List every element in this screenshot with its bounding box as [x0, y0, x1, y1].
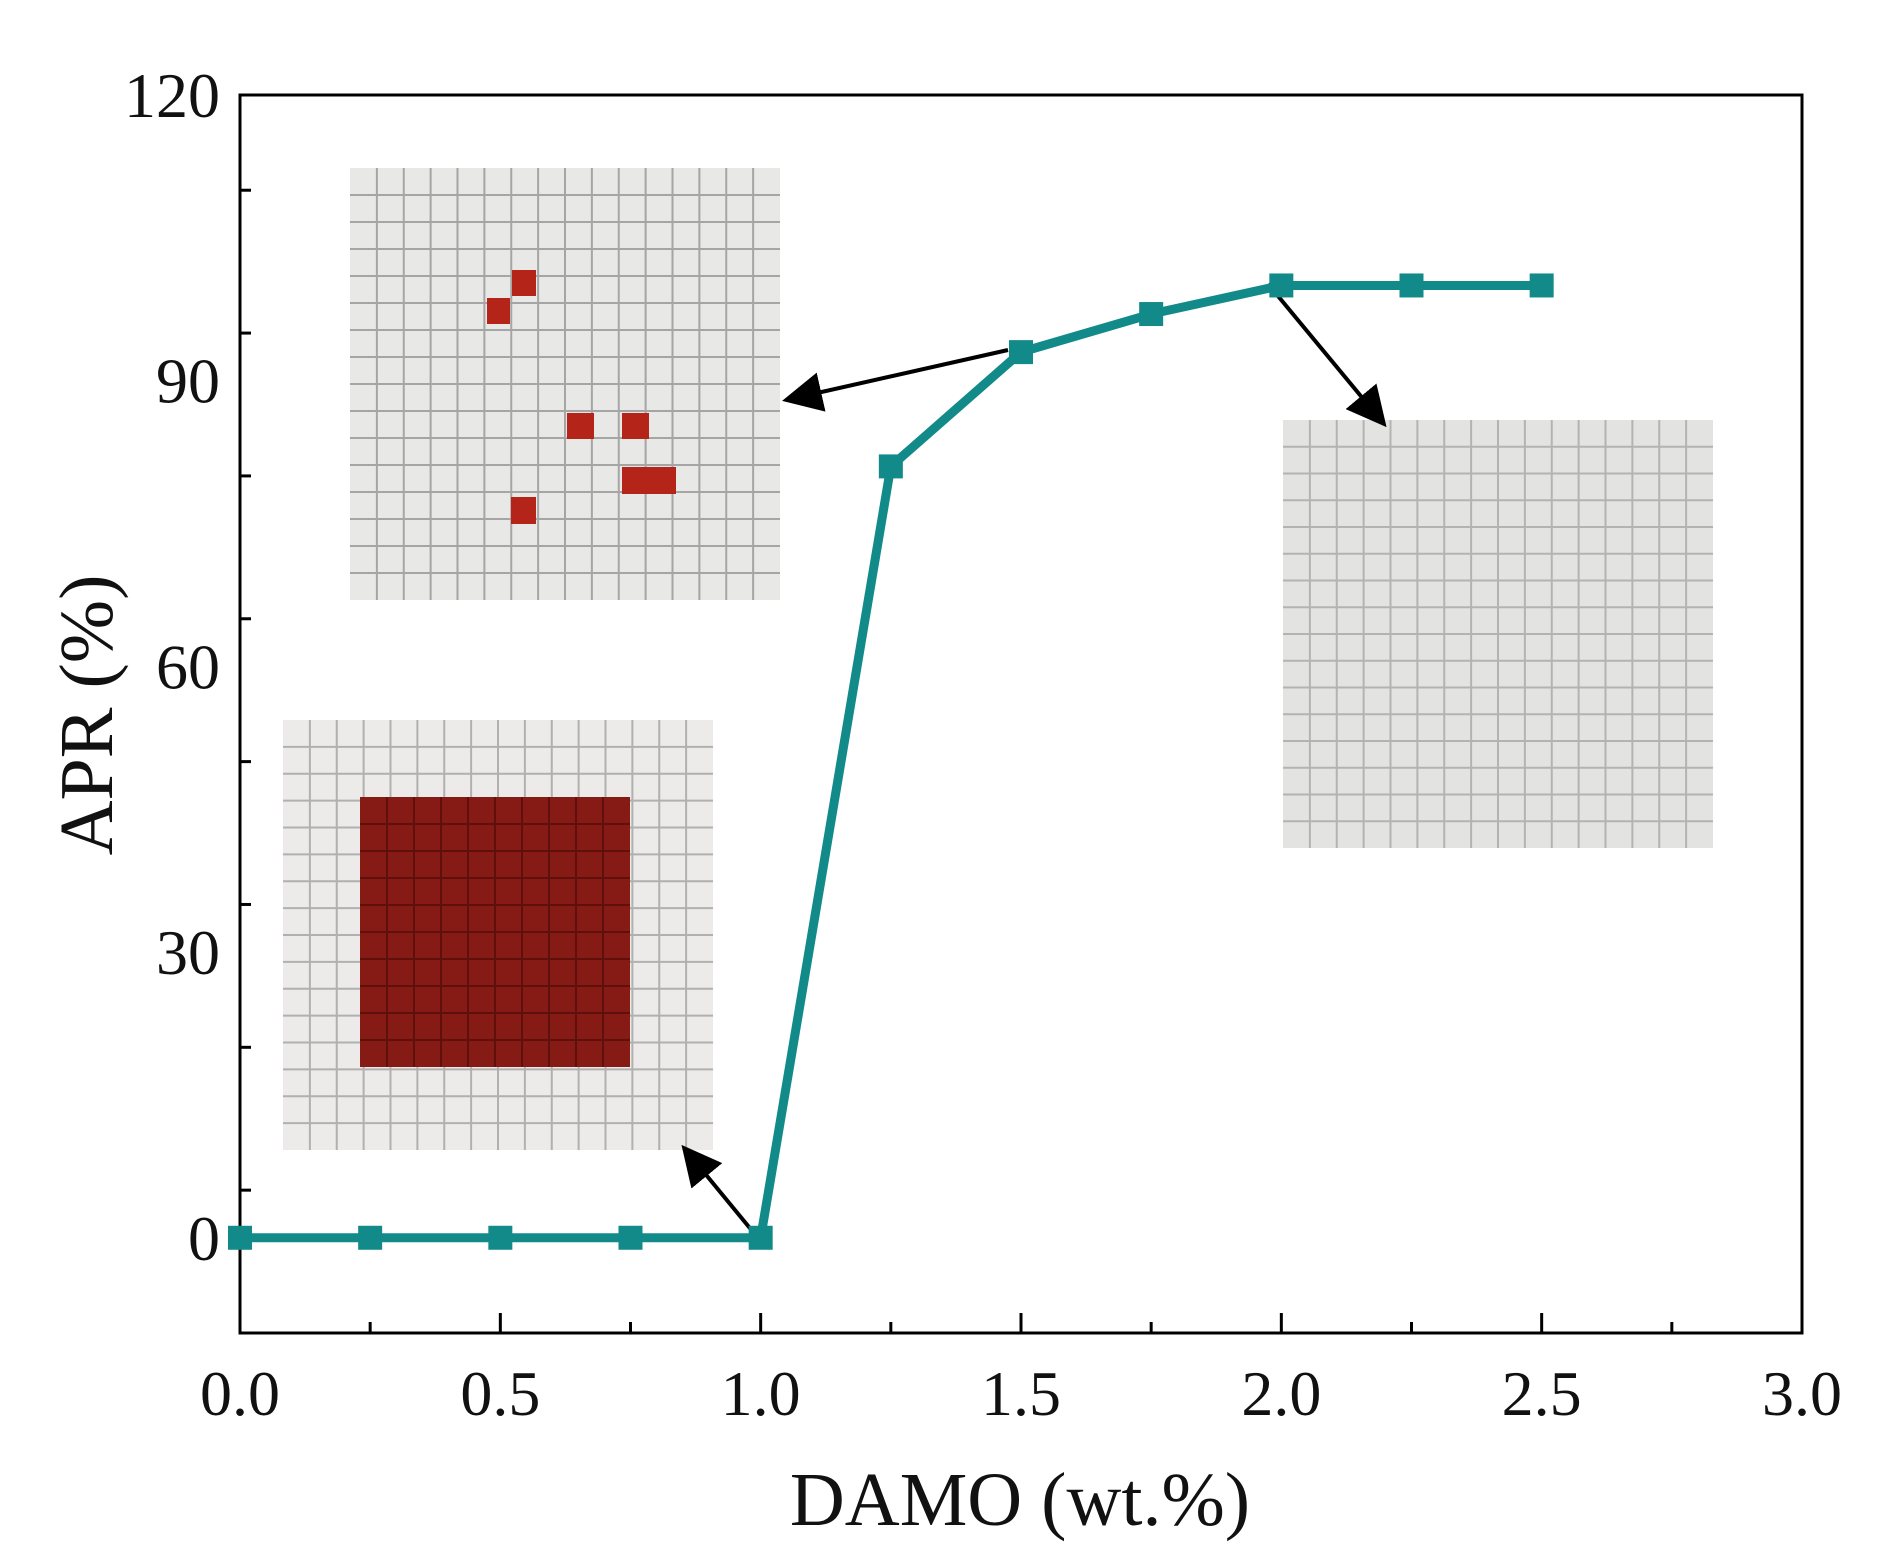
data-point [878, 454, 903, 479]
y-axis-ticks [240, 188, 251, 1335]
x-tick-label: 1.0 [721, 1358, 801, 1429]
data-point [1399, 273, 1424, 298]
sample-photo-1wt [283, 720, 713, 1150]
data-point [1269, 273, 1294, 298]
data-point [488, 1225, 513, 1250]
y-tick-label: 120 [124, 60, 220, 131]
series-layer [228, 273, 1554, 1250]
sample-photo-2wt [1283, 420, 1713, 848]
y-tick-label: 0 [188, 1203, 220, 1274]
x-tick-label: 3.0 [1762, 1358, 1842, 1429]
x-tick-label: 0.5 [460, 1358, 540, 1429]
data-point [748, 1225, 773, 1250]
data-point [358, 1225, 383, 1250]
x-axis-tick-labels: 0.0 0.5 1.0 1.5 2.0 2.5 3.0 [200, 1358, 1842, 1429]
x-tick-label: 2.5 [1502, 1358, 1582, 1429]
x-axis-ticks [238, 1313, 1804, 1333]
data-point [1529, 273, 1554, 298]
callout-arrow-1wt [681, 1144, 760, 1240]
y-tick-label: 60 [156, 631, 220, 702]
y-axis-title: APR (%) [45, 575, 129, 856]
data-point [1139, 302, 1164, 327]
data-point [228, 1225, 252, 1250]
data-point [1009, 340, 1033, 365]
sample-photo-1.5wt [350, 168, 780, 600]
y-tick-label: 90 [156, 346, 220, 417]
x-tick-label: 2.0 [1241, 1358, 1321, 1429]
x-tick-label: 1.5 [981, 1358, 1061, 1429]
callout-arrow-1.5wt [782, 348, 1009, 412]
y-axis-tick-labels: 0 30 60 90 120 [124, 60, 220, 1274]
x-tick-label: 0.0 [200, 1358, 280, 1429]
data-point [618, 1225, 643, 1250]
callout-arrow-2wt [1266, 282, 1387, 428]
x-axis-title: DAMO (wt.%) [790, 1458, 1250, 1542]
y-tick-label: 30 [156, 917, 220, 988]
